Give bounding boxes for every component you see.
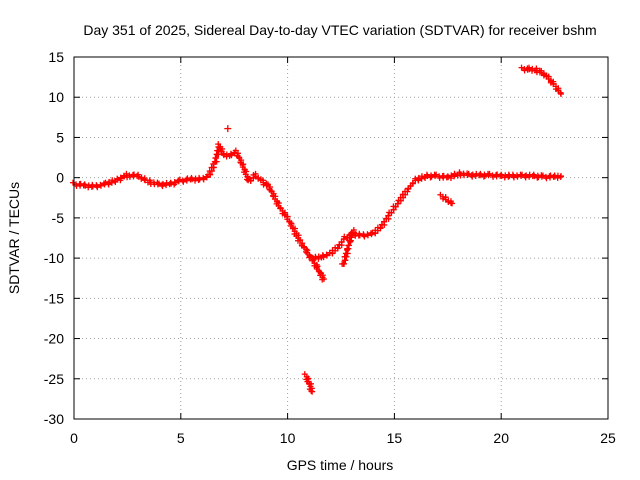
data-point (364, 232, 371, 239)
data-point (486, 170, 493, 177)
data-point (385, 212, 392, 219)
data-point (409, 180, 416, 187)
data-point (558, 173, 565, 180)
data-point (543, 175, 550, 182)
data-point (172, 179, 179, 186)
y-tick-label: 15 (48, 49, 64, 65)
data-point (70, 179, 76, 186)
axis-ticks (73, 56, 609, 420)
data-point (123, 170, 130, 177)
x-tick-label: 25 (600, 430, 616, 446)
data-point (428, 173, 435, 180)
y-tick-label: -10 (44, 250, 64, 266)
plot-frame (73, 56, 609, 420)
data-point (350, 226, 357, 233)
data-point (263, 182, 270, 189)
data-point (404, 188, 411, 195)
data-point (519, 171, 526, 178)
data-point (180, 178, 187, 185)
x-tick-label: 10 (280, 430, 296, 446)
data-point (102, 179, 109, 186)
data-point (192, 175, 199, 182)
data-point (469, 171, 476, 178)
data-point (160, 180, 167, 187)
data-point (361, 233, 368, 240)
data-point (465, 170, 472, 177)
data-point (381, 218, 388, 225)
data-point (344, 245, 351, 252)
data-point (502, 172, 509, 179)
y-axis-label: SDTVAR / TECUs (6, 182, 22, 294)
data-point (118, 175, 125, 182)
data-point (106, 178, 113, 185)
y-tick-label: -5 (52, 210, 65, 226)
y-tick-label: -15 (44, 290, 64, 306)
data-point (97, 182, 104, 189)
y-tick-label: 10 (48, 89, 64, 105)
y-tick-label: 5 (56, 129, 64, 145)
data-point (320, 276, 327, 283)
data-point (451, 171, 458, 178)
data-point (388, 209, 395, 216)
data-point (412, 175, 419, 182)
x-tick-label: 0 (70, 430, 78, 446)
x-axis-label: GPS time / hours (287, 457, 394, 473)
data-point (200, 176, 207, 183)
x-tick-labels: 0 5 10 15 20 25 (70, 430, 616, 446)
data-point (510, 174, 517, 181)
data-point (94, 184, 101, 191)
data-point (334, 245, 341, 252)
data-point (340, 260, 347, 267)
data-point (498, 173, 505, 180)
data-point (449, 200, 456, 207)
chart-title: Day 351 of 2025, Sidereal Day-to-day VTE… (83, 22, 596, 38)
data-point (228, 152, 235, 159)
data-points (70, 64, 565, 395)
data-point (345, 242, 352, 249)
data-point (392, 203, 399, 210)
y-tick-labels: -30 -25 -20 -15 -10 -5 0 5 10 15 (44, 49, 64, 427)
data-point (189, 176, 196, 183)
data-point (523, 172, 530, 179)
data-point (558, 91, 565, 98)
data-point (448, 172, 455, 179)
data-point (109, 177, 116, 184)
data-point (203, 174, 210, 181)
data-point (481, 172, 488, 179)
data-point (415, 174, 422, 181)
data-point (539, 172, 546, 179)
data-point (114, 176, 121, 183)
data-point (394, 200, 401, 207)
data-point (224, 125, 232, 133)
data-point (424, 173, 431, 180)
data-point (377, 225, 384, 232)
data-point (176, 176, 183, 183)
data-point (168, 180, 175, 187)
data-point (514, 173, 521, 180)
x-tick-label: 5 (177, 430, 185, 446)
y-tick-label: -30 (44, 411, 64, 427)
y-tick-label: 0 (56, 170, 64, 186)
data-point (418, 173, 425, 180)
data-point (551, 173, 558, 180)
data-point (312, 254, 319, 261)
grid-lines (74, 57, 608, 419)
data-point (445, 174, 452, 181)
data-point (433, 171, 440, 178)
x-tick-label: 15 (387, 430, 403, 446)
x-tick-label: 20 (493, 430, 509, 446)
data-point (212, 154, 219, 161)
y-tick-label: -25 (44, 371, 64, 387)
data-point (518, 64, 525, 71)
data-point (477, 172, 484, 179)
data-point (309, 388, 316, 395)
y-tick-label: -20 (44, 331, 64, 347)
